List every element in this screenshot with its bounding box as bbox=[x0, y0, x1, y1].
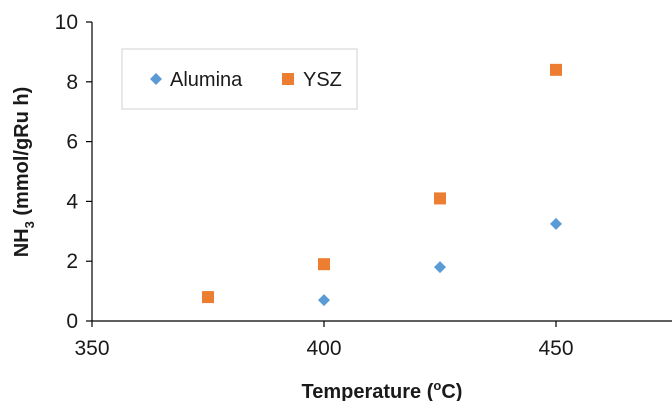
legend-label-ysz: YSZ bbox=[303, 69, 342, 91]
plot-area bbox=[91, 22, 672, 322]
y-tick-label: 2 bbox=[66, 250, 78, 273]
legend: Alumina YSZ bbox=[121, 48, 358, 110]
x-tick-label: 450 bbox=[538, 337, 573, 360]
data-point-alumina bbox=[434, 261, 446, 274]
data-point-ysz bbox=[434, 192, 446, 205]
data-point-ysz bbox=[318, 258, 330, 271]
data-point-alumina bbox=[550, 217, 562, 230]
x-axis-ticks: 350 400 450 bbox=[74, 321, 574, 360]
data-point-ysz bbox=[550, 63, 562, 76]
y-tick-label: 8 bbox=[66, 71, 78, 94]
y-tick-label: 4 bbox=[66, 190, 78, 213]
x-tick-label: 400 bbox=[306, 337, 341, 360]
legend-marker-alumina bbox=[150, 73, 162, 85]
y-tick-label: 0 bbox=[66, 310, 78, 333]
legend-label-alumina: Alumina bbox=[170, 69, 243, 91]
y-axis-title: NH3 (mmol/gRu h) bbox=[11, 87, 37, 258]
legend-marker-ysz bbox=[282, 73, 294, 85]
data-point-alumina bbox=[318, 294, 330, 307]
y-axis-ticks: 0 2 4 6 8 10 bbox=[55, 11, 92, 333]
x-tick-label: 350 bbox=[74, 337, 109, 360]
y-tick-label: 6 bbox=[66, 131, 78, 154]
y-tick-label: 10 bbox=[55, 11, 78, 34]
data-points bbox=[202, 63, 562, 307]
x-axis-title: Temperature (oC) bbox=[302, 378, 463, 401]
data-point-ysz bbox=[202, 291, 214, 304]
